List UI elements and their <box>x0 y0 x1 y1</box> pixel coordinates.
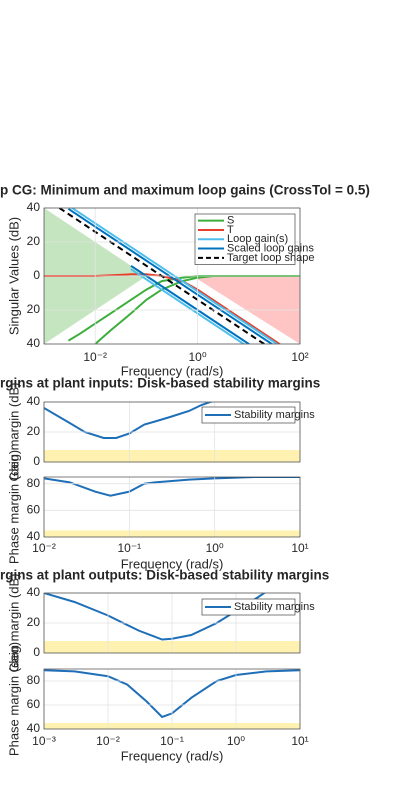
y-tick-label: 60 <box>27 503 41 517</box>
axes-box <box>43 207 301 345</box>
y-axis-label: Phase margin (deg) <box>6 450 21 564</box>
legend-label: T <box>227 224 234 236</box>
legend-label: S <box>227 215 234 227</box>
legend-label: Target loop shape <box>227 252 314 264</box>
x-tick-label: 10¹ <box>291 734 308 748</box>
axes-box <box>43 476 301 538</box>
y-tick-label: 40 <box>27 529 41 543</box>
y-tick-label: 0 <box>33 268 40 282</box>
y-tick-label: 0 <box>33 454 40 468</box>
y-tick-label: 40 <box>27 394 41 408</box>
axes-box <box>43 592 301 654</box>
x-tick-label: 10⁻¹ <box>160 734 184 748</box>
x-tick-label: 10⁻¹ <box>117 541 141 555</box>
series-line <box>70 208 279 344</box>
x-axis-label: Frequency (rad/s) <box>121 363 224 378</box>
x-tick-label: 10⁰ <box>189 350 207 364</box>
y-tick-label: 60 <box>27 697 41 711</box>
legend-label: Stability margins <box>234 601 315 613</box>
y-tick-label: 80 <box>27 476 41 490</box>
y-tick-label: 40 <box>27 336 41 350</box>
y-tick-label: 40 <box>27 585 41 599</box>
x-axis-label: Frequency (rad/s) <box>121 556 224 571</box>
x-axis-label: Frequency (rad/s) <box>121 748 224 763</box>
y-axis-label: Gain margin (dB) <box>6 383 21 482</box>
x-tick-label: 10⁻³ <box>32 734 56 748</box>
series-line <box>44 669 300 719</box>
legend-label: Scaled loop gains <box>227 242 314 254</box>
axes-box <box>43 401 301 463</box>
y-axis-label: Singular Values (dB) <box>6 217 21 335</box>
y-tick-label: 20 <box>27 424 41 438</box>
x-tick-label: 10⁻² <box>96 734 120 748</box>
chart-title: rgins at plant inputs: Disk-based stabil… <box>0 376 320 391</box>
y-tick-label: 80 <box>27 673 41 687</box>
y-tick-label: 20 <box>27 234 41 248</box>
x-tick-label: 10⁰ <box>227 734 245 748</box>
series-line <box>67 208 274 344</box>
legend-box <box>201 598 296 616</box>
constraint-region <box>44 530 300 537</box>
y-tick-label: 20 <box>27 615 41 629</box>
x-tick-label: 10⁻² <box>32 541 56 555</box>
axes-bg <box>44 477 300 537</box>
x-tick-label: 10¹ <box>291 541 308 555</box>
x-tick-label: 10⁻² <box>83 350 107 364</box>
chart-title: p CG: Minimum and maximum loop gains (Cr… <box>0 183 370 198</box>
series-line <box>58 208 265 344</box>
chart-title: rgins at plant outputs: Disk-based stabi… <box>0 568 329 583</box>
y-tick-label: 0 <box>33 645 40 659</box>
legend-label: Loop gain(s) <box>227 233 288 245</box>
x-tick-label: 10⁰ <box>206 541 224 555</box>
axes-box <box>43 668 301 730</box>
constraint-region <box>44 450 300 462</box>
x-tick-label: 10² <box>291 350 308 364</box>
legend-box <box>201 406 296 424</box>
legend-label: Stability margins <box>234 409 315 421</box>
y-tick-label: 20 <box>27 302 41 316</box>
y-axis-label: Phase margin (deg) <box>6 642 21 756</box>
y-axis-label: Gain margin (dB) <box>6 574 21 673</box>
y-tick-label: 40 <box>27 721 41 735</box>
y-tick-label: 40 <box>27 200 41 214</box>
